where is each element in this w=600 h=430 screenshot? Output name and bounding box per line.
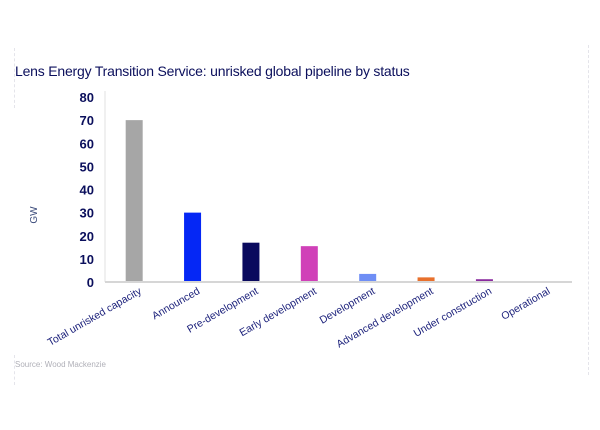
bar-under-construction — [475, 279, 493, 282]
y-tick-label: 60 — [80, 136, 94, 151]
bar-total-unrisked-capacity — [125, 120, 143, 282]
frame-line-left-bottom — [14, 355, 15, 385]
bar-announced — [184, 212, 202, 282]
y-tick-label: 20 — [80, 229, 94, 244]
y-tick-label: 70 — [80, 113, 94, 128]
source-note: Source: Wood Mackenzie — [15, 360, 107, 369]
y-tick-label: 40 — [80, 183, 94, 198]
bar-advanced-development — [417, 277, 435, 282]
y-tick-label: 30 — [80, 206, 94, 221]
x-tick-label: Announced — [150, 285, 202, 322]
frame-line-right — [588, 45, 589, 375]
y-axis-label: GW — [29, 206, 40, 224]
y-tick-label: 10 — [80, 252, 94, 267]
y-tick-label: 0 — [87, 275, 94, 290]
y-tick-label: 80 — [80, 90, 94, 105]
bar-development — [359, 273, 377, 282]
x-tick-label: Operational — [499, 285, 552, 323]
frame-line-left — [14, 48, 15, 108]
x-tick-label: Advanced development — [335, 285, 436, 350]
bar-pre-development — [242, 242, 260, 282]
chart-title: Lens Energy Transition Service: unrisked… — [15, 63, 410, 79]
y-tick-label: 50 — [80, 159, 94, 174]
x-tick-label: Total unrisked capacity — [46, 285, 145, 349]
bar-early-development — [300, 246, 318, 282]
